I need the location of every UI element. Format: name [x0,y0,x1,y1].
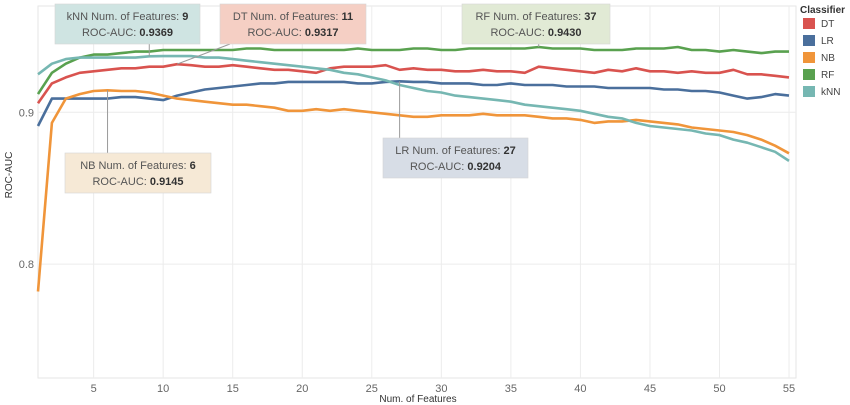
legend-label-rf: RF [821,70,834,81]
legend-swatch-dt [803,18,815,29]
annotation-features-label: DT Num. of Features: [233,11,342,23]
annotation-box [219,3,367,45]
legend-swatch-nb [803,52,815,63]
annotation-features-label: LR Num. of Features: [395,145,503,157]
annotation-metric-value: 0.9204 [467,161,502,173]
annotation-features-line: DT Num. of Features: 11 [233,11,353,23]
annotation-leader-dt [176,43,231,65]
annotation-features-value: 37 [584,11,596,23]
x-tick-label: 45 [644,383,656,395]
x-tick-label: 35 [505,383,517,395]
series-line-lr [36,80,790,127]
annotation-nb: NB Num. of Features: 6 ROC-AUC: 0.9145 [64,152,212,194]
annotation-metric-label: ROC-AUC: [247,27,304,39]
annotation-features-line: kNN Num. of Features: 9 [67,11,189,23]
legend-swatch-rf [803,69,815,80]
x-tick-label: 10 [157,383,169,395]
annotation-box [461,3,611,45]
annotation-box [382,137,529,179]
annotation-box [54,3,201,45]
annotation-metric-value: 0.9145 [150,176,184,188]
legend-label-dt: DT [821,19,834,30]
plot-area [37,5,797,379]
legend-label-nb: NB [821,53,835,64]
annotation-metric-line: ROC-AUC: 0.9317 [247,27,338,39]
legend: Classifier DT LR NB RF kNN [800,5,845,98]
legend-swatch-knn [803,86,815,97]
x-tick-label: 40 [574,383,586,395]
annotation-features-line: RF Num. of Features: 37 [475,11,596,23]
annotation-features-value: 6 [190,160,196,172]
axes: Num. of Features ROC-AUC 5 10 15 20 25 30 35 40… [4,107,795,405]
annotation-leaders [107,43,540,153]
legend-title: Classifier [800,5,845,16]
annotation-features-label: RF Num. of Features: [475,11,584,23]
annotation-features-line: NB Num. of Features: 6 [80,160,196,172]
y-tick-label: 0.9 [19,107,34,119]
annotation-metric-line: ROC-AUC: 0.9145 [92,176,183,188]
legend-swatch-lr [803,35,815,46]
annotation-metric-line: ROC-AUC: 0.9430 [490,27,581,39]
series-line-rf [36,45,789,95]
annotations: kNN Num. of Features: 9 ROC-AUC: 0.9369 DT… [54,3,611,194]
annotation-metric-line: ROC-AUC: 0.9369 [82,27,173,39]
annotation-metric-label: ROC-AUC: [490,27,547,39]
annotation-features-value: 9 [182,11,188,23]
x-tick-label: 50 [713,383,725,395]
legend-label-lr: LR [821,36,834,47]
x-tick-label: 25 [366,383,378,395]
series-lines [36,45,790,292]
annotation-metric-value: 0.9430 [548,27,582,39]
x-tick-label: 5 [91,383,97,395]
legend-label-knn: kNN [821,87,840,98]
x-tick-label: 15 [227,383,239,395]
x-tick-label: 20 [296,383,308,395]
annotation-metric-value: 0.9369 [139,27,173,39]
annotation-box [64,152,212,194]
x-tick-label: 55 [783,383,795,395]
annotation-features-value: 11 [341,11,353,23]
annotation-metric-value: 0.9317 [305,27,339,39]
x-axis-title: Num. of Features [379,394,456,405]
annotation-features-label: NB Num. of Features: [80,160,189,172]
annotation-features-label: kNN Num. of Features: [67,11,183,23]
annotation-metric-label: ROC-AUC: [410,161,467,173]
y-tick-label: 0.8 [19,259,34,271]
annotation-metric-line: ROC-AUC: 0.9204 [410,161,502,173]
annotation-features-value: 27 [503,145,515,157]
series-line-knn [37,54,790,162]
annotation-metric-label: ROC-AUC: [92,176,149,188]
series-line-dt [36,62,790,104]
annotation-knn: kNN Num. of Features: 9 ROC-AUC: 0.9369 [54,3,201,45]
x-tick-label: 30 [435,383,447,395]
annotation-features-line: LR Num. of Features: 27 [395,145,515,157]
annotation-metric-label: ROC-AUC: [82,27,139,39]
series-line-nb [36,89,790,292]
y-axis-title: ROC-AUC [4,152,15,199]
